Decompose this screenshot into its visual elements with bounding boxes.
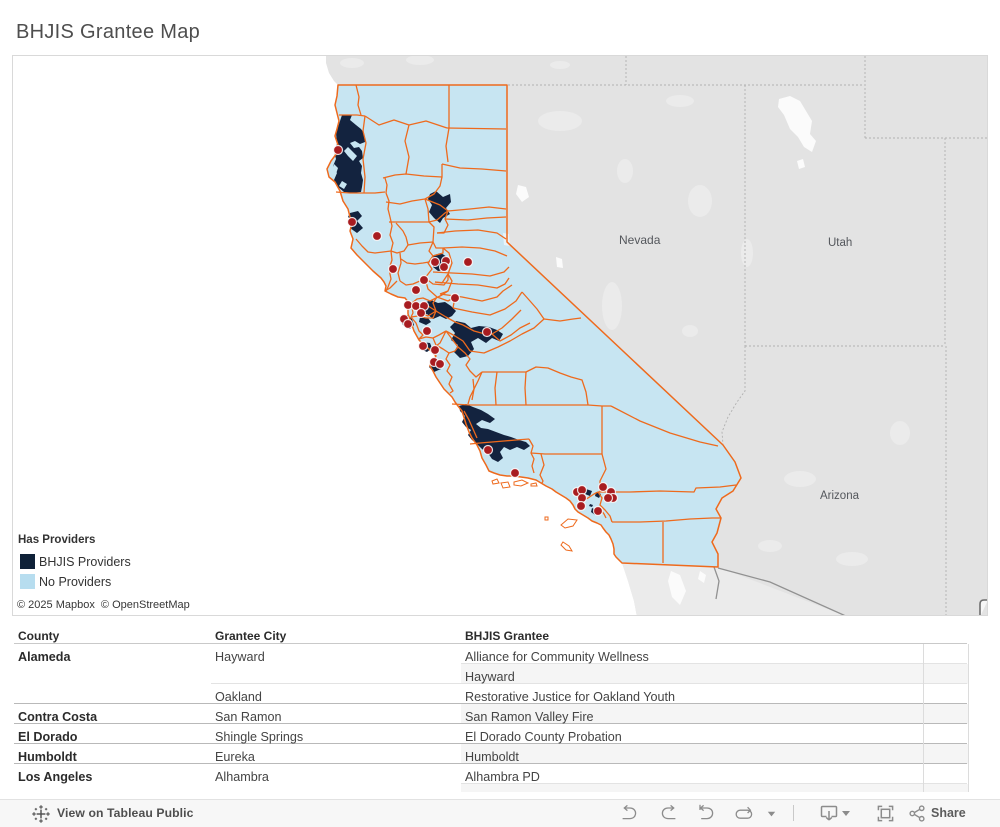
svg-text:Nevada: Nevada xyxy=(619,233,661,247)
svg-text:Arizona: Arizona xyxy=(820,490,860,502)
svg-text:Utah: Utah xyxy=(828,237,852,249)
